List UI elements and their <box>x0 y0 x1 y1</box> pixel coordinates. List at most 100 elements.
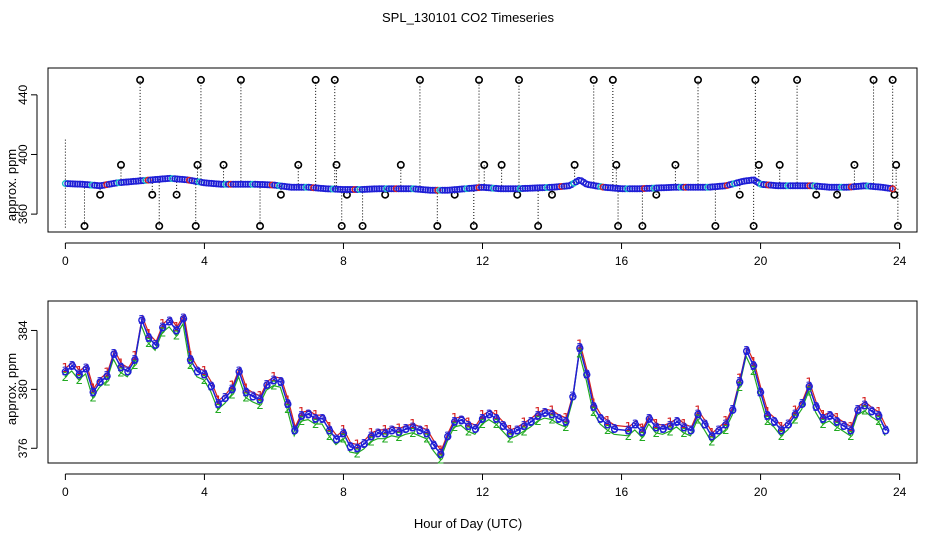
series-3-point <box>346 443 355 451</box>
baseline-point <box>173 175 181 183</box>
series-3-marker: 3 <box>659 422 667 436</box>
baseline-point <box>835 183 843 191</box>
baseline-point <box>521 184 529 192</box>
baseline-point <box>614 184 622 192</box>
baseline-point <box>709 183 717 191</box>
series-3-point <box>610 425 619 433</box>
baseline-point <box>477 183 485 191</box>
series-3-point <box>666 422 674 430</box>
baseline-point <box>684 183 692 191</box>
outlier-point <box>775 160 784 169</box>
baseline-point <box>258 181 266 189</box>
baseline-point <box>378 185 386 193</box>
bottom-x-tick-label: 0 <box>62 485 69 499</box>
baseline-point <box>251 180 259 188</box>
series-3-point <box>444 432 452 441</box>
series-2-marker: 2 <box>298 414 306 428</box>
baseline-point <box>237 180 245 188</box>
series-3-marker: 3 <box>687 424 695 438</box>
series-3-marker: 3 <box>215 397 223 411</box>
series-3-marker: 3 <box>472 422 480 436</box>
series-3-marker: 3 <box>409 421 417 435</box>
baseline-point <box>541 184 549 192</box>
baseline-point <box>390 185 398 193</box>
baseline-point <box>370 185 378 193</box>
series-3-point <box>423 429 431 438</box>
series-3-marker: 3 <box>625 424 633 438</box>
outlier-point <box>497 160 506 169</box>
baseline-point <box>842 183 850 191</box>
series-3-marker: 3 <box>541 406 549 420</box>
baseline-point <box>310 184 318 192</box>
series-3-marker: 3 <box>256 393 264 407</box>
series-3-point <box>450 418 459 426</box>
series-3-marker: 3 <box>527 415 535 429</box>
series-2-marker: 2 <box>520 424 528 438</box>
baseline-point <box>453 185 461 193</box>
series-3-point <box>555 415 563 423</box>
baseline-point <box>606 184 614 192</box>
series-2-marker: 2 <box>201 373 209 387</box>
baseline-point <box>645 184 653 192</box>
baseline-point <box>166 174 174 182</box>
baseline-point <box>640 185 648 193</box>
baseline-point <box>694 183 702 191</box>
outlier-point <box>294 160 303 169</box>
series-3-point <box>395 428 403 436</box>
series-2-marker: 2 <box>451 420 459 434</box>
series-3-point <box>875 412 883 420</box>
series-2-marker: 2 <box>228 388 236 402</box>
baseline-point <box>256 180 264 188</box>
series-2-marker: 2 <box>694 413 702 427</box>
baseline-point <box>713 182 721 190</box>
series-2-marker: 2 <box>75 373 83 387</box>
series-2-marker: 2 <box>437 452 445 466</box>
baseline-point <box>319 185 327 193</box>
series-3-marker: 3 <box>493 412 501 426</box>
series-3-marker: 3 <box>360 437 368 451</box>
series-3-marker: 3 <box>381 427 389 441</box>
baseline-point <box>409 185 417 193</box>
baseline-point <box>159 175 167 183</box>
baseline-point <box>341 186 349 194</box>
baseline-point <box>147 176 155 184</box>
outlier-point <box>330 75 339 84</box>
baseline-point <box>210 180 218 188</box>
baseline-point <box>804 182 812 190</box>
series-3-point <box>96 378 104 386</box>
series-3-marker: 3 <box>847 424 855 438</box>
series-3-point <box>332 435 341 444</box>
baseline-point <box>200 179 208 187</box>
series-2-marker: 2 <box>270 379 278 393</box>
top-x-tick-label: 8 <box>340 254 347 268</box>
baseline-point <box>127 178 135 186</box>
series-3-marker: 3 <box>590 400 598 414</box>
baseline-point <box>833 183 841 191</box>
series-3-point <box>520 422 528 430</box>
baseline-point <box>130 177 138 185</box>
baseline-point <box>482 184 490 192</box>
baseline-point <box>619 185 627 193</box>
outlier-point <box>148 190 157 199</box>
series-3-point <box>221 394 229 402</box>
series-3-point <box>145 334 153 342</box>
baseline-point <box>161 175 169 183</box>
series-3-point <box>854 406 862 414</box>
series-3-point <box>242 388 250 397</box>
series-3-point <box>131 356 139 364</box>
series-3-marker: 3 <box>228 382 236 396</box>
series-2-marker: 2 <box>367 435 375 449</box>
series-3-point <box>193 367 202 376</box>
series-3-point <box>756 388 765 397</box>
baseline-point <box>864 182 872 190</box>
series-3-point <box>89 388 97 397</box>
baseline-point <box>71 180 79 188</box>
series-3-point <box>437 450 445 458</box>
baseline-point <box>395 185 403 193</box>
baseline-point <box>239 180 247 188</box>
baseline-point <box>626 185 634 193</box>
series-3-marker: 3 <box>506 427 514 441</box>
series-2-marker: 2 <box>604 423 612 437</box>
baseline-point <box>796 182 804 190</box>
